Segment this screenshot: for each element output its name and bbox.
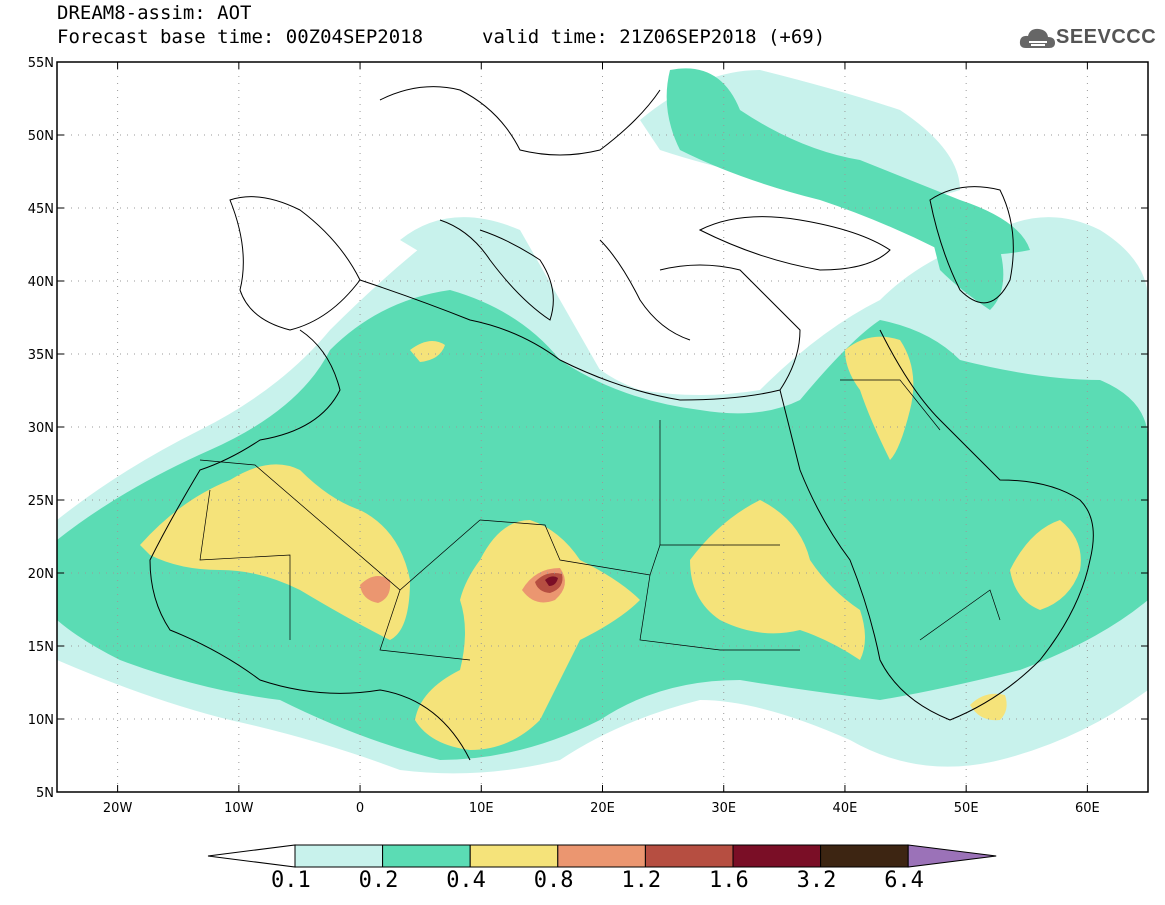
aot-band-1.6-chad xyxy=(545,576,558,586)
cloud-icon xyxy=(1019,28,1055,48)
lat-tick-label: 35N xyxy=(28,348,54,363)
colorbar-level-label: 6.4 xyxy=(884,868,924,893)
lon-tick-label: 20E xyxy=(590,801,615,816)
borders xyxy=(199,379,1001,661)
lat-tick-label: 55N xyxy=(28,56,54,71)
colorbar-right-arrow xyxy=(907,844,997,868)
forecast-base-time: Forecast base time: 00Z04SEP2018 xyxy=(57,26,424,48)
lon-axis: 20W 10W 0 10E 20E 30E 40E 50E 60E xyxy=(103,62,1100,816)
lon-tick-label: 10E xyxy=(469,801,494,816)
map-title: DREAM8-assim: AOT xyxy=(57,2,252,24)
colorbar-level-label: 3.2 xyxy=(796,868,837,893)
lat-tick-label: 20N xyxy=(28,567,54,582)
colorbar-level-label: 0.1 xyxy=(271,868,311,893)
colorbar-level-label: 1.2 xyxy=(621,868,662,893)
lat-tick-label: 5N xyxy=(36,786,54,801)
aot-band-0.4-oman xyxy=(1010,520,1081,610)
colorbar-segment xyxy=(469,844,559,868)
lat-tick-label: 15N xyxy=(28,640,54,655)
colorbar-level-label: 0.4 xyxy=(446,868,486,893)
lon-tick-label: 30E xyxy=(711,801,736,816)
aot-band-0.4-iraq xyxy=(845,336,914,460)
colorbar-left-arrow xyxy=(207,844,296,868)
lat-tick-label: 30N xyxy=(28,421,54,436)
lat-tick-label: 50N xyxy=(28,129,54,144)
aot-band-0.8-mali xyxy=(360,576,391,603)
colorbar-level-label: 0.2 xyxy=(358,868,399,893)
colorbar-segment xyxy=(294,844,384,868)
grid-lines xyxy=(57,62,1148,792)
lat-tick-label: 25N xyxy=(28,494,54,509)
colorbar-level-label: 1.6 xyxy=(709,868,749,893)
logo-text: SEEVCCC xyxy=(1056,26,1157,48)
valid-time: valid time: 21Z06SEP2018 (+69) xyxy=(482,26,826,48)
lat-tick-label: 45N xyxy=(28,202,54,217)
colorbar-segment xyxy=(557,844,646,868)
colorbar-segment xyxy=(644,844,734,868)
coastlines xyxy=(149,86,1094,761)
aot-band-0.4-yemen xyxy=(970,693,1007,721)
aot-band-0.1-med xyxy=(400,217,600,380)
colorbar xyxy=(207,844,997,868)
aot-band-0.4-central xyxy=(415,520,640,750)
aot-band-0.4-sudan xyxy=(690,500,865,660)
lat-tick-label: 10N xyxy=(28,713,54,728)
aot-band-0.2-caspian xyxy=(930,227,1004,310)
lon-tick-label: 60E xyxy=(1075,801,1100,816)
lon-tick-label: 50E xyxy=(954,801,979,816)
colorbar-segment xyxy=(732,844,822,868)
colorbar-segment xyxy=(382,844,471,868)
lon-tick-label: 20W xyxy=(103,801,133,816)
lat-axis: 55N 50N 45N 40N 35N 30N 25N 20N 15N 10N 5N xyxy=(28,56,1148,801)
lat-tick-label: 40N xyxy=(28,275,54,290)
lon-tick-label: 40E xyxy=(833,801,858,816)
aot-band-0.4-atlas xyxy=(410,341,445,362)
colorbar-level-label: 0.8 xyxy=(533,868,574,893)
lon-tick-label: 10W xyxy=(224,801,254,816)
colorbar-segment xyxy=(820,844,909,868)
lon-tick-label: 0 xyxy=(356,801,364,816)
